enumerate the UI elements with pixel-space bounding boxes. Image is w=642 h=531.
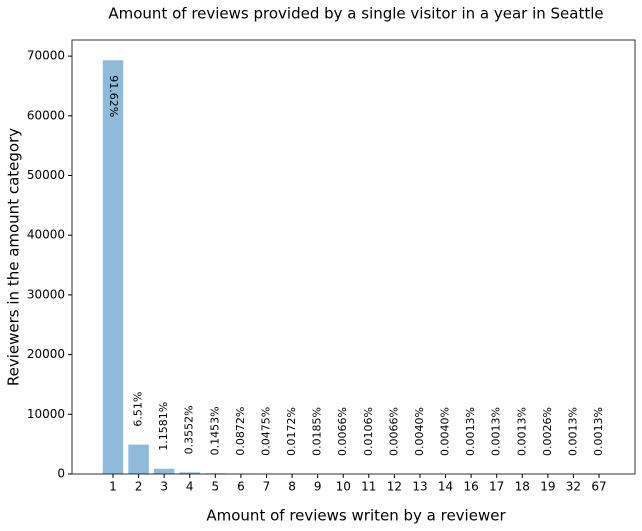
y-tick-label: 50000 xyxy=(27,168,65,182)
x-tick-label: 3 xyxy=(160,480,168,494)
value-label: 0.0066% xyxy=(336,407,349,456)
y-tick-label: 40000 xyxy=(27,228,65,242)
y-axis-label: Reviewers in the amount category xyxy=(5,128,23,386)
value-label: 0.0013% xyxy=(566,407,579,456)
x-tick-label: 1 xyxy=(109,480,117,494)
value-label: 0.0106% xyxy=(362,407,375,456)
value-label: 0.0172% xyxy=(285,407,298,456)
x-tick-label: 67 xyxy=(591,480,606,494)
value-label: 0.0185% xyxy=(311,407,324,456)
x-tick-label: 8 xyxy=(288,480,296,494)
x-tick-label: 14 xyxy=(438,480,453,494)
y-tick-label: 20000 xyxy=(27,347,65,361)
x-tick-label: 4 xyxy=(186,480,194,494)
x-tick-label: 32 xyxy=(566,480,581,494)
x-tick-label: 2 xyxy=(135,480,143,494)
y-tick-label: 70000 xyxy=(27,49,65,63)
x-tick-label: 5 xyxy=(211,480,219,494)
value-label: 0.0040% xyxy=(439,407,452,456)
bar xyxy=(153,468,175,474)
value-label: 0.0872% xyxy=(234,407,247,456)
x-tick-label: 17 xyxy=(489,480,504,494)
value-label: 0.3552% xyxy=(183,405,196,454)
x-tick-label: 12 xyxy=(387,480,402,494)
y-tick-label: 0 xyxy=(57,467,65,481)
value-label: 0.0013% xyxy=(592,407,605,456)
x-tick-label: 7 xyxy=(263,480,271,494)
bar xyxy=(179,472,200,474)
y-tick-label: 10000 xyxy=(27,407,65,421)
chart-title: Amount of reviews provided by a single v… xyxy=(108,5,603,23)
x-tick-label: 16 xyxy=(463,480,478,494)
x-tick-label: 9 xyxy=(314,480,322,494)
x-axis-label: Amount of reviews writen by a reviewer xyxy=(206,507,506,525)
value-label: 0.0013% xyxy=(490,407,503,456)
bar xyxy=(102,60,124,474)
value-label: 0.0040% xyxy=(413,407,426,456)
x-tick-label: 10 xyxy=(336,480,351,494)
bar xyxy=(128,444,149,474)
x-tick-label: 19 xyxy=(540,480,555,494)
value-label: 0.0013% xyxy=(515,407,528,456)
value-label: 6.51% xyxy=(132,392,145,427)
value-label: 0.0013% xyxy=(464,407,477,456)
value-label: 0.1453% xyxy=(208,406,221,455)
value-label: 91.62% xyxy=(107,75,120,117)
value-label: 0.0066% xyxy=(387,407,400,456)
x-tick-label: 18 xyxy=(515,480,530,494)
value-label: 0.0475% xyxy=(259,407,272,456)
x-tick-label: 11 xyxy=(361,480,376,494)
x-tick-label: 6 xyxy=(237,480,245,494)
value-label: 0.0026% xyxy=(541,407,554,456)
plot-frame xyxy=(71,39,636,475)
y-tick-label: 30000 xyxy=(27,287,65,301)
value-label: 1.1581% xyxy=(157,402,170,451)
x-tick-label: 13 xyxy=(412,480,427,494)
y-tick-label: 60000 xyxy=(27,108,65,122)
